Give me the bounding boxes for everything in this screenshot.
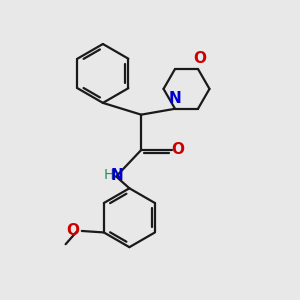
- Text: O: O: [67, 224, 80, 238]
- Text: H: H: [103, 168, 114, 182]
- Text: N: N: [110, 167, 123, 182]
- Text: O: O: [193, 51, 206, 66]
- Text: N: N: [169, 92, 182, 106]
- Text: O: O: [171, 142, 184, 158]
